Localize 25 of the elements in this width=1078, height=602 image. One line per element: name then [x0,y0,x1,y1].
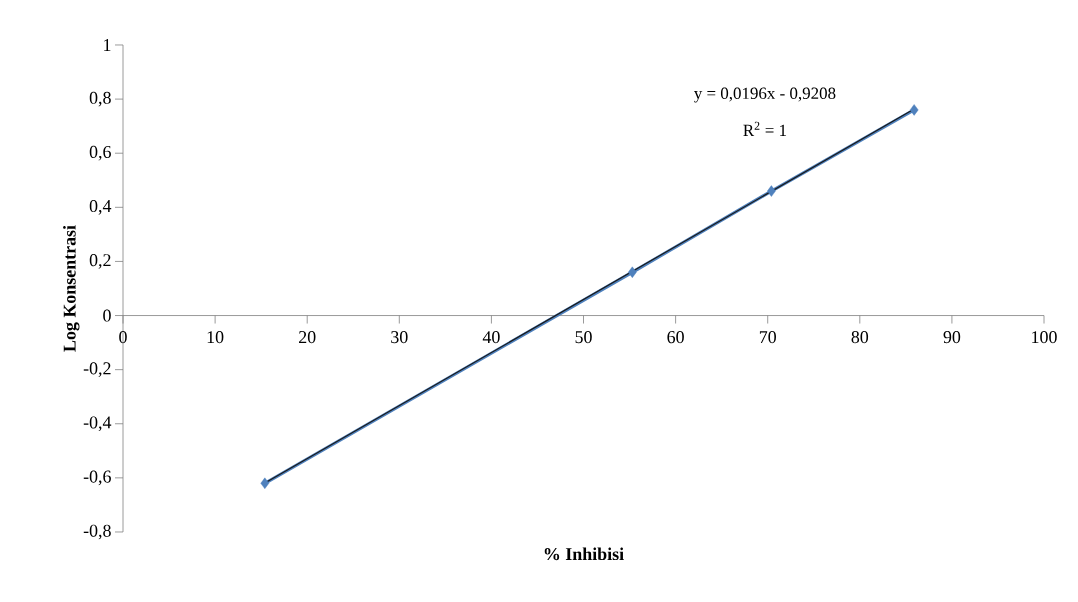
x-tick-label: 100 [1032,331,1057,344]
x-tick-label: 50 [575,331,592,344]
x-tick-label: 80 [851,331,869,344]
y-tick-label: 0,8 [89,91,111,107]
y-tick-label: 0,4 [89,199,112,215]
x-tick-label: 40 [482,331,500,344]
y-tick-label: -0,6 [83,470,111,486]
x-tick-label: 30 [391,331,408,344]
x-axis-title: % Inhibisi [544,547,624,561]
annotation: y = 0,0196x - 0,9208 [694,87,836,103]
x-tick-label: 90 [943,331,961,344]
x-tick-label: 0 [119,331,127,344]
y-axis-title: Log Konsentrasi [63,225,80,352]
x-tick-label: 70 [759,331,776,344]
y-tick-label: -0,2 [83,362,111,377]
y-tick-label: 0,2 [89,254,111,269]
annotation: R$^{2}$ = 1 [743,121,787,136]
y-tick-label: 1 [104,39,111,51]
y-tick-label: 0,6 [89,145,111,161]
y-tick-label: 0 [103,309,111,322]
y-tick-label: -0,4 [83,416,112,432]
x-tick-label: 10 [207,331,224,344]
x-tick-label: 20 [299,331,316,344]
x-tick-label: 60 [667,331,684,344]
y-tick-label: -0,8 [83,524,111,540]
